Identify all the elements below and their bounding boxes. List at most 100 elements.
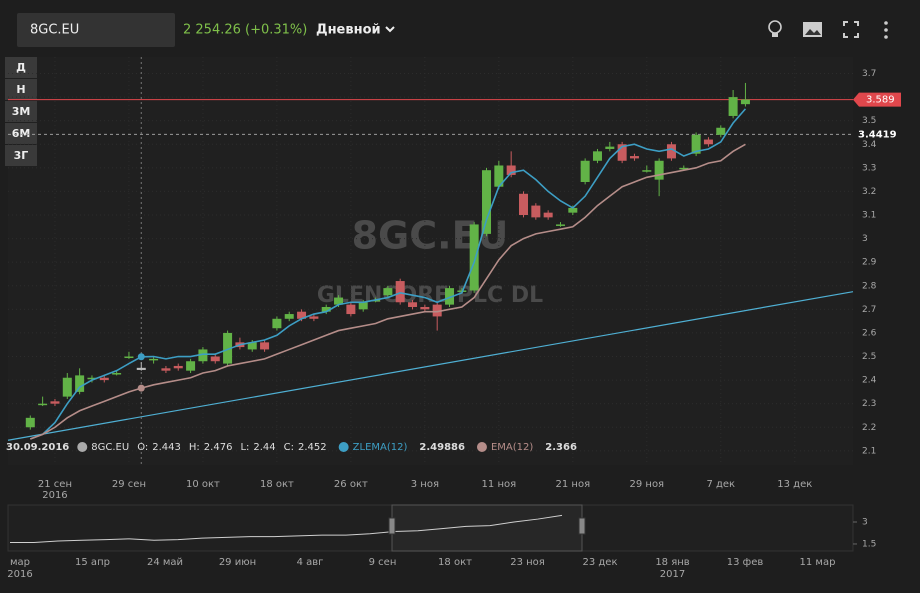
y-tick-label: 2.5 — [862, 352, 876, 362]
candle-body — [149, 358, 159, 361]
plot-area — [8, 57, 853, 465]
navigator-window[interactable] — [391, 504, 583, 552]
candle-body — [555, 224, 565, 226]
candle-body — [99, 377, 109, 381]
candle-body — [605, 146, 615, 149]
candle-body — [136, 367, 146, 370]
candle-body — [642, 170, 652, 172]
x-tick-label: 29 ноя — [630, 479, 665, 490]
candle-body — [297, 311, 307, 319]
range-button-label: Д — [16, 61, 26, 74]
icon-menu[interactable] — [884, 21, 888, 39]
legend-key: L: — [240, 442, 249, 453]
x-tick-label: 18 окт — [260, 479, 294, 490]
legend-value: 2.366 — [545, 442, 577, 453]
y-tick-label: 3.4 — [862, 140, 877, 150]
candle-body — [161, 368, 171, 371]
candle-body — [543, 212, 553, 218]
candle-body — [679, 167, 689, 170]
candle-body — [568, 207, 578, 213]
legend-value: 2.452 — [298, 442, 327, 453]
x-tick-label: 13 дек — [777, 479, 812, 490]
crosshair-dot — [137, 353, 145, 361]
range-button[interactable] — [5, 57, 37, 78]
candle-body — [247, 342, 257, 350]
navigator-handle[interactable] — [388, 517, 396, 535]
candle-body — [38, 403, 48, 406]
candle-body — [223, 332, 233, 364]
candle-body — [321, 306, 331, 312]
y-tick-label: 2.2 — [862, 423, 876, 433]
x-tick-label: 7 дек — [706, 479, 735, 490]
period[interactable]: Дневной — [316, 23, 381, 38]
y-tick-label: 3.2 — [862, 187, 876, 197]
range-button-label: 3М — [12, 105, 31, 118]
candle-body — [358, 302, 368, 310]
candle-body — [666, 144, 676, 159]
y-tick-label: 3.3 — [862, 163, 876, 173]
y-tick-label: 3 — [862, 234, 868, 244]
candle-body — [87, 377, 97, 380]
candle-body — [75, 375, 85, 392]
candle-body — [272, 318, 282, 329]
price-label: 3.4419 — [858, 129, 897, 140]
navigator-x-label: 18 янв — [655, 557, 689, 568]
candle-body — [284, 314, 294, 319]
navigator-x-label: 23 ноя — [510, 557, 545, 568]
legend-swatch — [476, 442, 487, 452]
x-tick-label: 21 ноя — [556, 479, 591, 490]
navigator-x-label: 18 окт — [438, 557, 472, 568]
navigator-x-label: 23 дек — [582, 557, 617, 568]
y-tick-label: 3.5 — [862, 116, 876, 126]
navigator-x-label: 9 сен — [369, 557, 397, 568]
navigator-y-label: 1.5 — [862, 539, 876, 549]
legend-key: C: — [284, 442, 294, 453]
y-tick-label: 2.1 — [862, 446, 876, 456]
candle-body — [691, 134, 701, 154]
candle-body — [482, 170, 492, 234]
candle-body — [654, 160, 664, 180]
icon-fullscreen[interactable] — [843, 21, 859, 38]
candle-body — [445, 288, 455, 305]
candle-body — [531, 205, 541, 218]
quote: 2 254.26 (+0.31%) — [183, 23, 307, 38]
range-button[interactable] — [5, 79, 37, 100]
navigator-year: 2016 — [7, 569, 32, 580]
range-button[interactable] — [5, 123, 37, 144]
x-tick-label: 21 сен — [38, 479, 72, 490]
candle-body — [124, 356, 134, 359]
symbol: 8GC.EU — [30, 23, 79, 38]
range-button[interactable] — [5, 101, 37, 122]
candle-body — [62, 377, 72, 397]
candle-body — [50, 401, 60, 404]
candle-body — [494, 165, 504, 187]
legend-value: 2.49886 — [419, 442, 465, 453]
y-tick-label: 2.6 — [862, 328, 877, 338]
trendline — [7, 291, 854, 441]
icon-bulb[interactable] — [768, 20, 782, 37]
range-button[interactable] — [5, 145, 37, 166]
legend-value: 2.476 — [204, 442, 233, 453]
symbol-input[interactable] — [17, 13, 175, 47]
candle-body — [519, 193, 528, 216]
candle-body — [260, 342, 270, 350]
legend-key: O: — [137, 442, 148, 453]
candle-body — [617, 144, 627, 161]
candle-body — [580, 160, 590, 182]
navigator-x-label: мар — [10, 557, 30, 568]
icon-image[interactable] — [803, 22, 822, 37]
x-tick-label: 10 окт — [186, 479, 220, 490]
x-tick-label: 29 сен — [112, 479, 146, 490]
legend-swatch — [77, 442, 88, 452]
candle-body — [186, 361, 196, 371]
navigator-handle[interactable] — [578, 517, 586, 535]
navigator-x-label: 29 июн — [219, 557, 256, 568]
navigator-x-label: 13 фев — [727, 557, 764, 568]
chevron[interactable] — [385, 26, 395, 33]
legend-key: H: — [189, 442, 200, 453]
legend-date: 30.09.2016 — [6, 442, 69, 453]
candle-body — [740, 99, 750, 105]
candle-body — [420, 306, 430, 310]
